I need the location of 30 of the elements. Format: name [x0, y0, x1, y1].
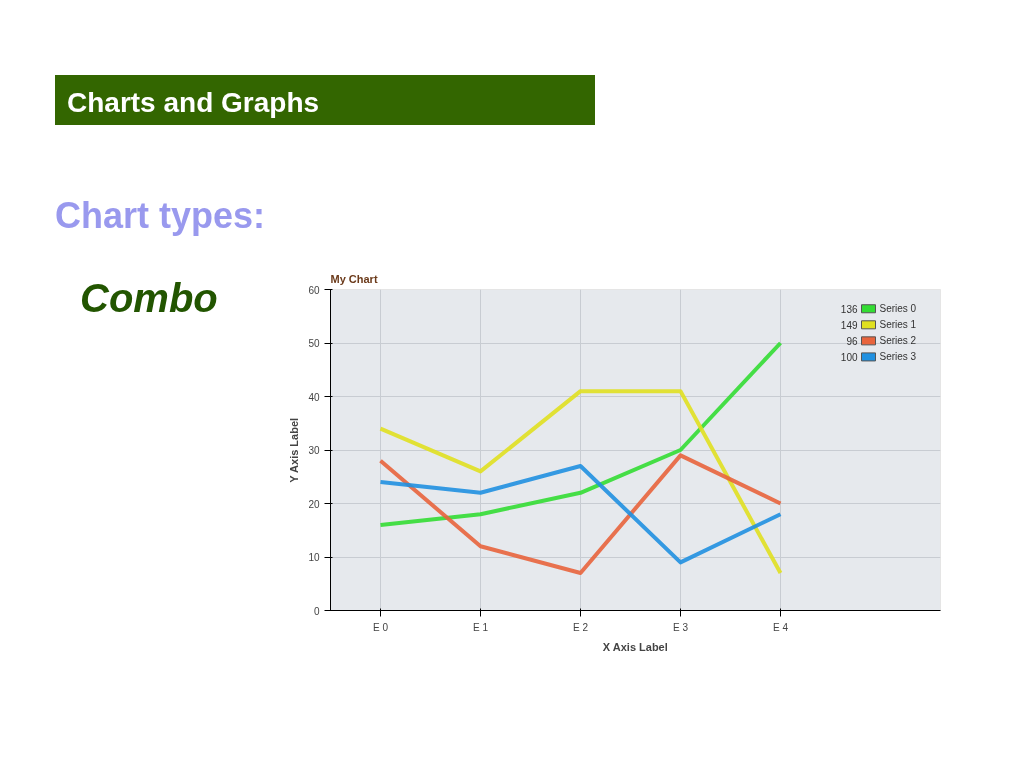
legend-label: Series 3 [879, 351, 917, 363]
y-tick-label: 30 [308, 445, 320, 456]
y-tick-label: 0 [313, 605, 320, 617]
text: 136 [840, 303, 858, 315]
x-tick-label: E 4 [773, 621, 789, 633]
y-tick-label: 40 [308, 391, 320, 403]
x-tick-label: E 0 [373, 621, 389, 633]
y-tick-label: 50 [308, 338, 320, 349]
line-series [378, 464, 783, 565]
y-tick-label: 20 [308, 498, 320, 510]
y-axis-title: Y Axis Label [288, 417, 301, 483]
text: 100 [840, 351, 858, 363]
text: Combo [80, 275, 218, 322]
line-series [378, 453, 783, 576]
y-tick-label: 10 [308, 552, 320, 563]
text: Chart types: [55, 194, 266, 238]
y-tick-label: 60 [308, 284, 320, 296]
chart-title: My Chart [330, 272, 378, 285]
text: 149 [840, 319, 858, 331]
legend-label: Series 2 [879, 335, 917, 347]
x-tick-label: E 2 [573, 621, 589, 633]
x-tick-label: E 1 [473, 621, 489, 633]
line-series [378, 389, 783, 576]
text: 96 [846, 335, 858, 347]
text: Charts and Graphs [67, 86, 320, 120]
line-series [378, 341, 783, 527]
legend-label: Series 0 [879, 303, 917, 315]
x-axis-title: X Axis Label [602, 640, 668, 653]
legend-label: Series 1 [879, 319, 917, 331]
x-tick-label: E 3 [673, 621, 689, 633]
